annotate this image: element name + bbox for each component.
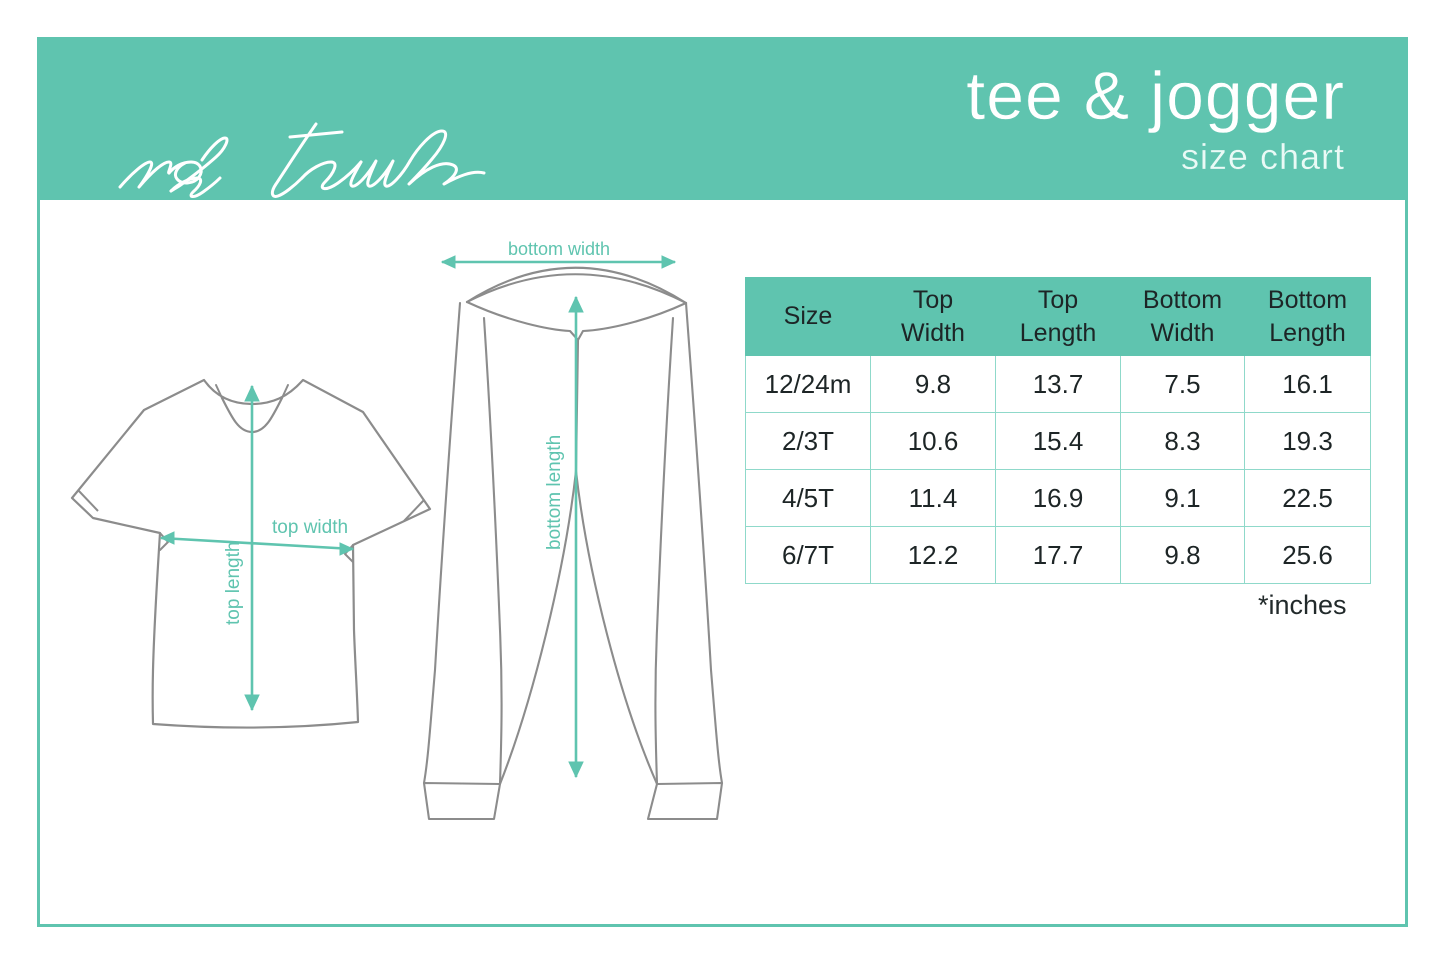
- svg-text:top length: top length: [223, 542, 244, 625]
- svg-text:bottom length: bottom length: [544, 435, 565, 550]
- svg-text:top width: top width: [272, 517, 348, 538]
- svg-text:bottom width: bottom width: [508, 239, 610, 259]
